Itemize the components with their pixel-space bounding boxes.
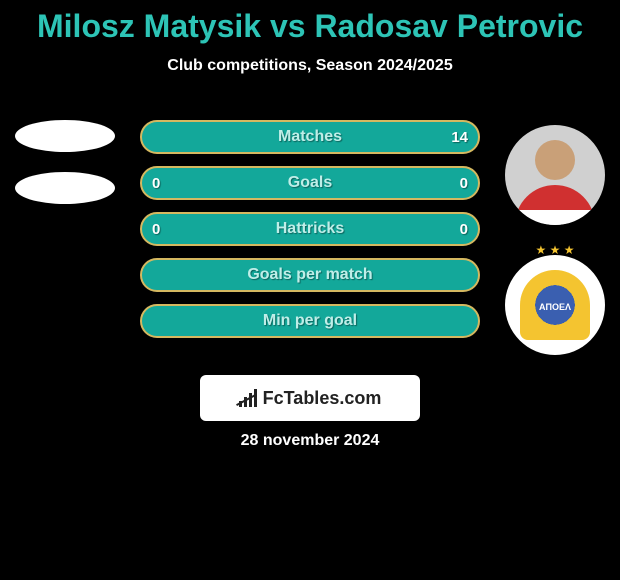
footer-brand-box: FcTables.com bbox=[200, 375, 420, 421]
player2-column: ★ ★ ★ ΑΠΟΕΛ bbox=[500, 125, 610, 355]
stat-label: Matches bbox=[278, 128, 342, 146]
comparison-title: Milosz Matysik vs Radosav Petrovic bbox=[0, 0, 620, 45]
footer-brand-text: FcTables.com bbox=[263, 388, 382, 409]
club-badge-text: ΑΠΟΕΛ bbox=[520, 302, 590, 312]
stat-label: Goals per match bbox=[247, 266, 372, 284]
stat-row-goals-per-match: Goals per match bbox=[140, 258, 480, 292]
vs-text: vs bbox=[270, 8, 306, 44]
stat-label: Goals bbox=[288, 174, 332, 192]
player2-name: Radosav Petrovic bbox=[314, 8, 583, 44]
stat-row-goals: 0 Goals 0 bbox=[140, 166, 480, 200]
player2-avatar bbox=[505, 125, 605, 225]
player2-club-badge: ★ ★ ★ ΑΠΟΕΛ bbox=[505, 255, 605, 355]
stat-label: Min per goal bbox=[263, 312, 357, 330]
footer-date: 28 november 2024 bbox=[0, 432, 620, 450]
stats-container: Matches 14 0 Goals 0 0 Hattricks 0 Goals… bbox=[140, 120, 480, 350]
stat-right-value: 0 bbox=[460, 221, 468, 238]
stat-right-value: 0 bbox=[460, 175, 468, 192]
player1-column bbox=[10, 120, 120, 224]
stat-row-matches: Matches 14 bbox=[140, 120, 480, 154]
bars-chart-icon bbox=[239, 389, 257, 407]
club-stars-icon: ★ ★ ★ bbox=[505, 243, 605, 257]
stat-label: Hattricks bbox=[276, 220, 344, 238]
player1-club-placeholder bbox=[15, 172, 115, 204]
stat-row-hattricks: 0 Hattricks 0 bbox=[140, 212, 480, 246]
stat-right-value: 14 bbox=[451, 129, 468, 146]
stat-left-value: 0 bbox=[152, 221, 160, 238]
subtitle: Club competitions, Season 2024/2025 bbox=[0, 57, 620, 75]
stat-row-min-per-goal: Min per goal bbox=[140, 304, 480, 338]
player1-avatar-placeholder bbox=[15, 120, 115, 152]
stat-left-value: 0 bbox=[152, 175, 160, 192]
player1-name: Milosz Matysik bbox=[37, 8, 261, 44]
